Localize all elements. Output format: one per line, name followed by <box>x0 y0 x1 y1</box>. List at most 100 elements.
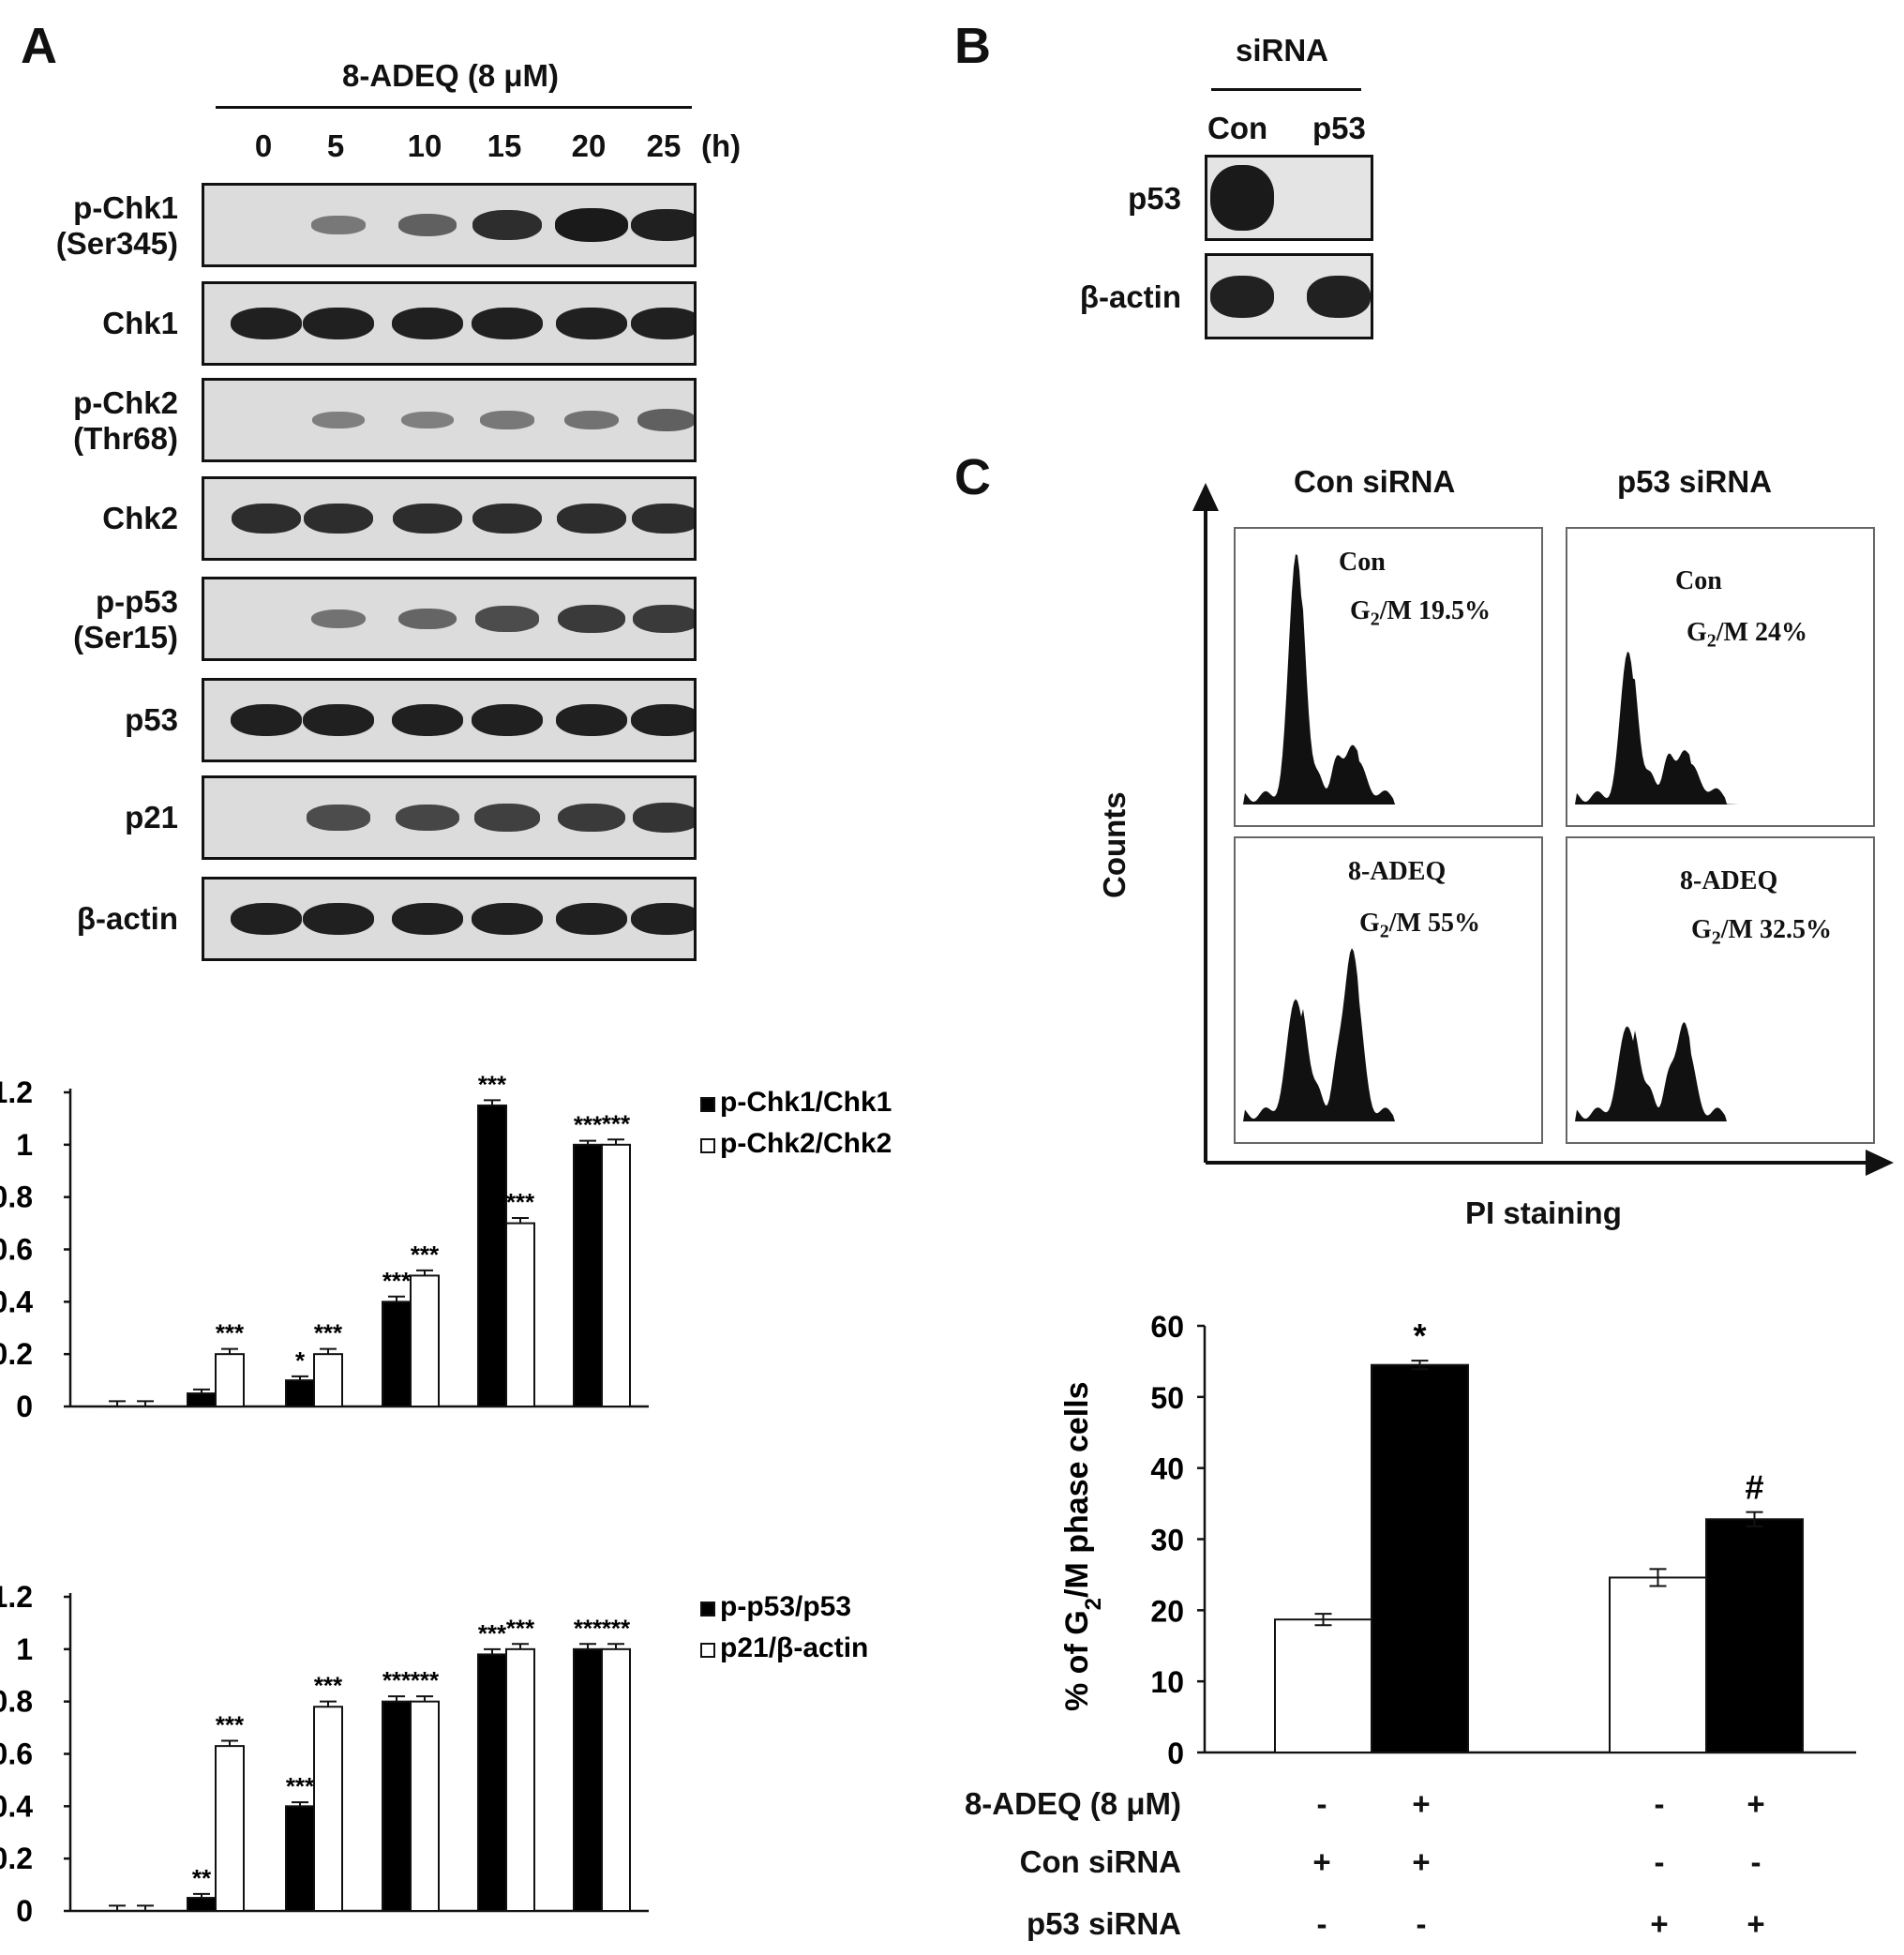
blot-band <box>555 902 628 936</box>
y-tick-label: 30 <box>1150 1524 1184 1557</box>
blot-band <box>391 307 464 340</box>
bar <box>215 1745 245 1912</box>
y-tick-label: 0 <box>16 1390 33 1423</box>
blot-band <box>232 503 301 534</box>
legend-label: p-Chk2/Chk2 <box>720 1128 892 1159</box>
flow-g2m-label: G2/M 32.5% <box>1691 915 1832 950</box>
panel-c-col-title-con: Con siRNA <box>1294 464 1456 499</box>
time-point-label: 5 <box>326 128 345 163</box>
y-tick-label: 0.4 <box>0 1285 33 1318</box>
bar <box>573 1143 603 1407</box>
blot-band <box>472 503 542 534</box>
flow-histogram-trace <box>1567 1021 1873 1121</box>
treatment-row-label: p53 siRNA <box>1026 1906 1181 1941</box>
significance-label: *** <box>602 1109 631 1137</box>
blot-band <box>398 608 457 630</box>
blot-band <box>632 503 694 534</box>
blot-label: p-p53 <box>95 584 178 619</box>
panel-b-header-line <box>1211 88 1361 91</box>
blot-band <box>471 902 544 936</box>
blot-strip <box>202 775 697 860</box>
y-tick-label: 20 <box>1150 1594 1184 1628</box>
treatment-cell: + <box>1412 1786 1431 1821</box>
panel-a-letter: A <box>21 18 57 74</box>
time-point-label: 15 <box>487 128 522 163</box>
significance-label: *** <box>286 1772 315 1800</box>
bar <box>1371 1363 1469 1753</box>
flow-histogram-trace <box>1567 651 1873 805</box>
panel-a-treatment-label: 8-ADEQ (8 μM) <box>342 58 560 93</box>
significance-label: *** <box>382 1267 412 1295</box>
significance-label: *** <box>478 1070 507 1098</box>
blot-label: p53 <box>1128 181 1181 216</box>
bar <box>601 1143 631 1407</box>
y-tick-label: 10 <box>1150 1665 1184 1699</box>
bar <box>573 1647 603 1912</box>
bar <box>285 1379 315 1408</box>
y-tick-label: 1 <box>16 1128 33 1162</box>
y-tick-label: 40 <box>1150 1452 1184 1486</box>
y-tick-label: 0.2 <box>0 1337 33 1371</box>
flow-histogram-box: 8-ADEQ G2/M 32.5% <box>1566 836 1875 1144</box>
y-tick-label: 0.8 <box>0 1685 33 1719</box>
g2m-sub: 2 <box>1379 921 1389 942</box>
bar <box>187 1392 217 1407</box>
legend-swatch <box>700 1643 715 1658</box>
treatment-cell: + <box>1747 1786 1765 1821</box>
bar <box>187 1897 217 1912</box>
bar <box>1609 1576 1707 1754</box>
y-tick-label: 0.4 <box>0 1789 33 1823</box>
legend-swatch <box>700 1138 715 1153</box>
blot-band <box>395 804 460 832</box>
significance-label: *** <box>506 1188 535 1216</box>
blot-band <box>302 307 375 340</box>
blot-label: p-Chk1 <box>73 190 178 225</box>
blot-band <box>391 703 464 737</box>
blot-band <box>633 604 694 634</box>
significance-label: *** <box>411 1666 440 1694</box>
blot-band <box>555 703 628 737</box>
blot-strip <box>202 678 697 762</box>
significance-label: * <box>1413 1316 1426 1355</box>
treatment-cell: - <box>1316 1906 1327 1941</box>
y-tick-label: 50 <box>1150 1381 1184 1415</box>
chart-c-g2m: 0 10 20 30 40 50 60 * # % of G2/M phase cells <box>1059 1310 1856 1770</box>
treatment-row-label: Con siRNA <box>1019 1844 1181 1879</box>
blot-band <box>471 307 544 340</box>
significance-label: *** <box>574 1614 603 1642</box>
blot-band <box>480 411 534 429</box>
flow-histogram-svg <box>1567 1021 1873 1121</box>
bar <box>410 1700 440 1912</box>
blot-band <box>311 411 366 429</box>
blot-band <box>475 606 539 632</box>
bar <box>1705 1518 1804 1753</box>
g2m-value: /M 19.5% <box>1379 596 1491 625</box>
y-tick-label: 1.2 <box>0 1075 33 1109</box>
panel-b-lane-p53: p53 <box>1312 111 1366 145</box>
flow-y-axis-label: Counts <box>1097 791 1132 898</box>
significance-label: # <box>1745 1468 1763 1507</box>
blot-strip <box>202 378 697 462</box>
significance-label: *** <box>478 1619 507 1647</box>
bar <box>313 1706 343 1912</box>
flow-histogram-box: Con G2/M 19.5% <box>1234 527 1543 827</box>
time-point-label: 20 <box>571 128 607 163</box>
treatment-cell: + <box>1747 1906 1765 1941</box>
y-axis-label-suffix: /M phase cells <box>1059 1381 1095 1598</box>
blot-band <box>1210 165 1274 231</box>
treatment-row-label: 8-ADEQ (8 μM) <box>964 1786 1181 1821</box>
blot-label: Chk1 <box>102 306 178 340</box>
treatment-cell: - <box>1416 1906 1427 1941</box>
chart-a2-p53-p21: 00.20.40.60.811.2***********************… <box>0 1580 868 1928</box>
flow-g2m-label: G2/M 55% <box>1359 909 1480 943</box>
blot-band <box>302 902 375 936</box>
flow-condition-label: 8-ADEQ <box>1680 866 1778 895</box>
time-point-label: 25 <box>646 128 682 163</box>
flow-condition-label: Con <box>1339 548 1386 577</box>
blot-band <box>230 307 303 340</box>
g2m-sub: 2 <box>1706 630 1717 652</box>
blot-strip <box>1205 155 1373 241</box>
y-tick-label: 0.6 <box>0 1737 33 1771</box>
bar <box>477 1104 507 1407</box>
blot-band <box>557 503 626 534</box>
